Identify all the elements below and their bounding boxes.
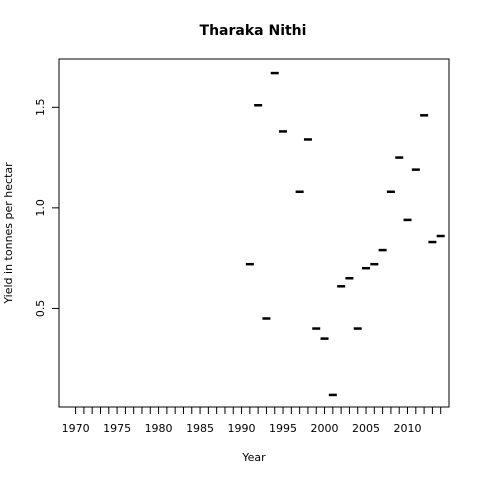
x-tick-label: 1970 — [62, 422, 90, 435]
x-axis: 1970 1975 1980 1985 1990 1995 2000 2005 2010 — [62, 407, 442, 435]
x-tick-label: 1990 — [228, 422, 256, 435]
y-axis: 0.5 1.0 1.5 — [34, 99, 59, 318]
x-tick-label: 1980 — [145, 422, 173, 435]
x-tick-label: 1995 — [269, 422, 297, 435]
plot-frame — [58, 58, 450, 408]
x-tick-label: 1985 — [186, 422, 214, 435]
y-tick-label: 0.5 — [34, 300, 47, 318]
data-points — [245, 71, 445, 397]
y-axis-label: Yield in tonnes per hectar — [2, 162, 15, 305]
x-axis-label: Year — [241, 451, 266, 464]
x-tick-label: 1975 — [103, 422, 131, 435]
x-tick-label: 2010 — [394, 422, 422, 435]
y-tick-label: 1.5 — [34, 99, 47, 117]
x-tick-label: 2000 — [311, 422, 339, 435]
x-tick-label: 2005 — [352, 422, 380, 435]
chart-title: Tharaka Nithi — [200, 23, 307, 39]
y-tick-label: 1.0 — [34, 199, 47, 217]
